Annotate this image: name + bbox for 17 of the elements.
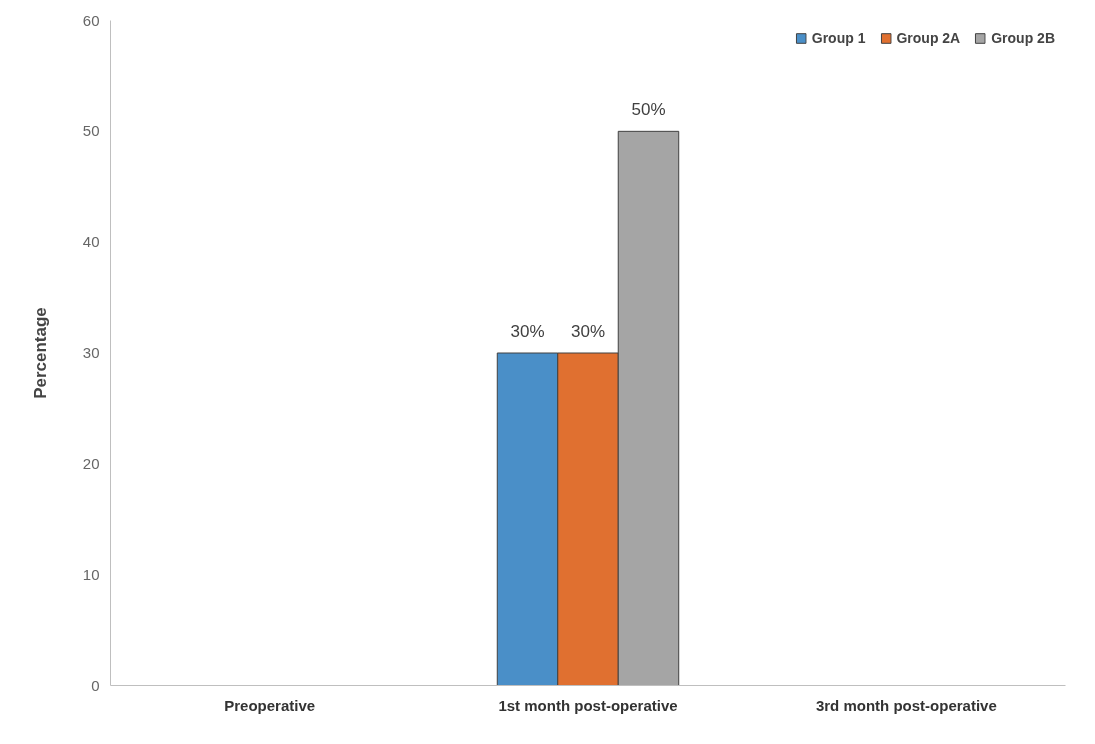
legend-label: Group 1 [811,30,866,46]
y-tick-label: 0 [91,676,100,694]
y-tick-label: 30 [82,344,100,361]
y-tick-label: 40 [82,233,100,251]
y-tick-label: 50 [82,122,100,140]
y-tick-label: 60 [82,11,100,29]
x-tick-label: 3rd month post-operative [815,696,997,714]
data-label: 30% [570,322,606,341]
legend-label: Group 2A [896,30,961,46]
x-tick-label: Preoperative [224,696,316,714]
y-axis-title: Percentage [30,307,50,399]
y-tick-label: 10 [82,565,100,583]
data-label: 30% [510,322,545,341]
legend-label: Group 2B [991,30,1055,46]
data-label: 50% [631,100,666,120]
x-tick-label: 1st month post-operative [498,696,678,714]
y-tick-label: 20 [82,454,100,472]
